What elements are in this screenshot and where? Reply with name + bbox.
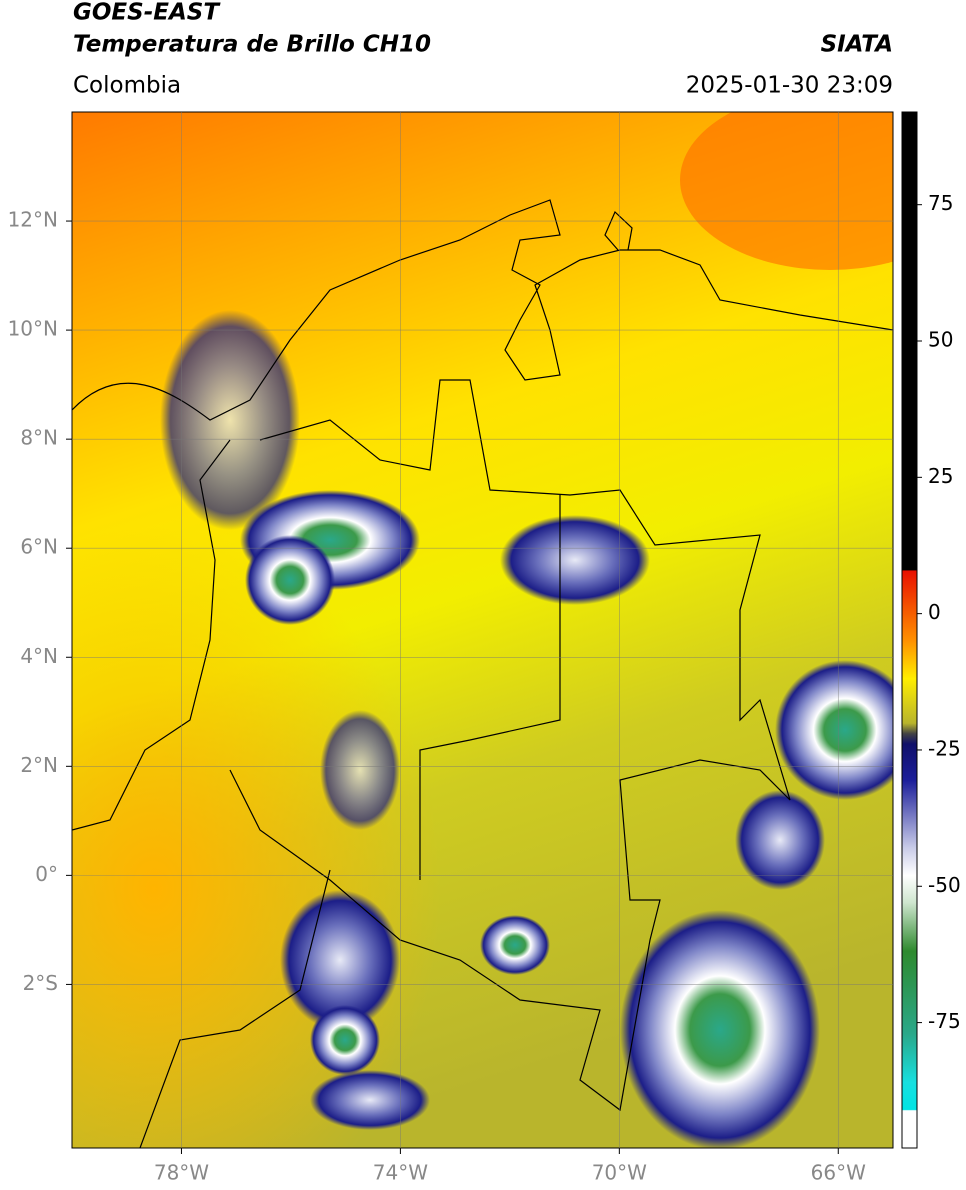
colorbar-tick-label: 0 bbox=[928, 600, 941, 624]
colorbar-tick-label: -75 bbox=[928, 1009, 961, 1033]
lon-tick-label: 70°W bbox=[592, 1161, 647, 1185]
colorbar-tick-label: 50 bbox=[928, 328, 953, 352]
datetime: 2025-01-30 23:09 bbox=[686, 73, 893, 99]
lat-tick-label: 4°N bbox=[20, 644, 58, 668]
lat-tick-label: 2°N bbox=[20, 753, 58, 777]
lat-tick-label: 2°S bbox=[23, 971, 58, 995]
lon-tick-label: 66°W bbox=[811, 1161, 866, 1185]
lat-tick-label: 12°N bbox=[8, 208, 58, 232]
source: SIATA bbox=[821, 32, 893, 58]
colorbar-tick-label: 25 bbox=[928, 464, 953, 488]
lat-tick-label: 8°N bbox=[20, 426, 58, 450]
title: GOES-EAST bbox=[73, 0, 221, 26]
satellite-image bbox=[72, 112, 893, 1148]
region: Colombia bbox=[73, 73, 181, 99]
colorbar-tick-label: -50 bbox=[928, 873, 961, 897]
lon-tick-label: 74°W bbox=[373, 1161, 428, 1185]
title: Temperatura de Brillo CH10 bbox=[73, 32, 431, 58]
map-frame bbox=[71, 111, 894, 1149]
lat-tick-label: 10°N bbox=[8, 317, 58, 341]
colorbar bbox=[901, 111, 918, 1149]
colorbar-tick-label: -25 bbox=[928, 736, 961, 760]
lat-tick-label: 6°N bbox=[20, 535, 58, 559]
colorbar-tick-label: 75 bbox=[928, 191, 953, 215]
lon-tick-label: 78°W bbox=[154, 1161, 209, 1185]
lat-tick-label: 0° bbox=[35, 862, 58, 886]
